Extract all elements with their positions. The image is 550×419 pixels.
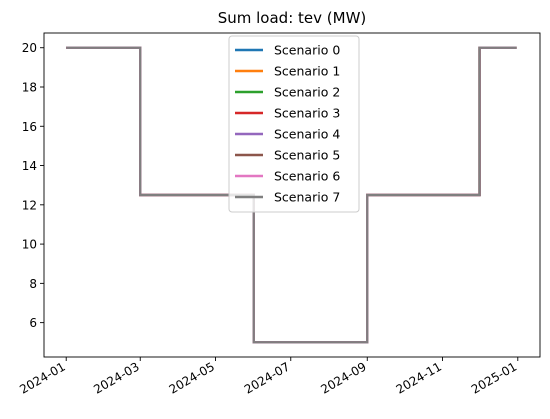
legend-label-7: Scenario 7 [274, 190, 340, 205]
legend-label-2: Scenario 2 [274, 85, 340, 100]
x-tick-label: 2025-01 [469, 359, 519, 396]
y-tick-label: 18 [22, 81, 37, 95]
y-tick-label: 10 [22, 238, 37, 252]
series-line-7 [66, 46, 517, 344]
y-tick-label: 14 [22, 159, 37, 173]
x-tick-label: 2024-03 [91, 359, 141, 396]
legend-label-0: Scenario 0 [274, 43, 340, 58]
plot-frame [43, 32, 541, 358]
y-tick-label: 12 [22, 198, 37, 212]
y-tick-label: 8 [29, 277, 37, 291]
legend: Scenario 0 Scenario 1 Scenario 2 Scenario 3… [228, 35, 360, 213]
legend-label-4: Scenario 4 [274, 127, 340, 142]
legend-label-6: Scenario 6 [274, 169, 340, 184]
x-tick-label: 2024-07 [242, 359, 292, 396]
chart-title: Sum load: tev (MW) [218, 9, 367, 27]
x-tick-label: 2024-09 [318, 359, 368, 396]
y-tick-label: 20 [22, 41, 37, 55]
x-tick-label: 2024-01 [17, 359, 67, 396]
series-layer [66, 46, 517, 344]
legend-label-3: Scenario 3 [274, 106, 340, 121]
x-tick-label: 2024-11 [394, 359, 444, 396]
legend-box [228, 35, 360, 213]
legend-label-1: Scenario 1 [274, 64, 340, 79]
legend-label-5: Scenario 5 [274, 148, 340, 163]
y-tick-label: 16 [22, 120, 37, 134]
y-tick-label: 6 [29, 316, 37, 330]
x-tick-label: 2024-05 [167, 359, 217, 396]
